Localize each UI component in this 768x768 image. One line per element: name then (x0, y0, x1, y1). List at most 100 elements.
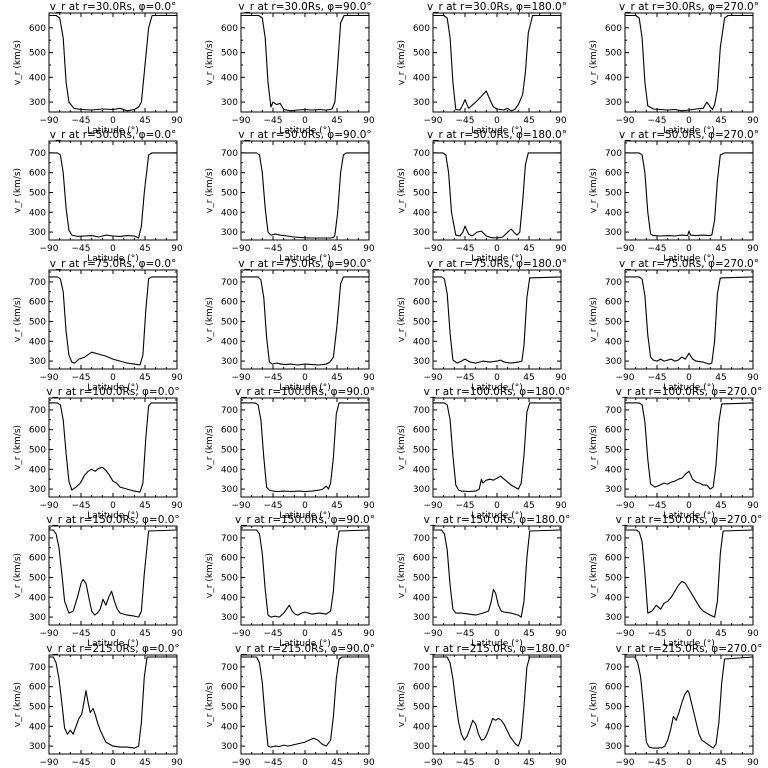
x-axis-label: Latitude (°) (471, 254, 522, 264)
x-tick-label: −90 (424, 758, 443, 768)
y-tick-label: 400 (29, 593, 46, 603)
y-tick-label: 500 (605, 188, 622, 198)
panel-title: v_r at r=30.0Rs, φ=0.0° (50, 1, 177, 13)
y-tick-label: 400 (413, 337, 430, 347)
x-tick-label: −45 (264, 244, 283, 254)
x-axis-label: Latitude (°) (279, 511, 330, 521)
series-line (241, 402, 369, 493)
x-tick-label: 45 (523, 629, 534, 639)
x-tick-label: 90 (747, 373, 759, 383)
x-tick-label: −90 (424, 629, 443, 639)
y-tick-label: 500 (605, 49, 622, 59)
y-tick-label: 300 (221, 613, 238, 623)
y-tick-label: 600 (29, 169, 46, 179)
series-line (433, 529, 562, 618)
panel-title: v_r at r=50.0Rs, φ=0.0° (50, 129, 177, 141)
y-tick-label: 600 (605, 298, 622, 308)
x-tick-label: 0 (302, 501, 308, 511)
x-tick-label: 0 (110, 244, 116, 254)
x-tick-label: 90 (171, 373, 183, 383)
x-tick-label: 90 (171, 501, 183, 511)
panel-title: v_r at r=150.0Rs, φ=90.0° (235, 514, 375, 526)
series-line (49, 529, 178, 618)
x-tick-label: −90 (424, 116, 443, 126)
series-line (49, 402, 177, 493)
x-tick-label: −45 (264, 501, 283, 511)
x-tick-label: 90 (171, 116, 183, 126)
x-tick-label: 0 (110, 758, 116, 768)
y-tick-label: 400 (221, 73, 238, 83)
y-tick-label: 500 (29, 188, 46, 198)
plot-frame (624, 525, 754, 626)
y-tick-label: 700 (221, 663, 238, 673)
y-tick-label: 600 (413, 554, 430, 564)
y-tick-label: 400 (221, 465, 238, 475)
x-tick-label: 45 (331, 373, 342, 383)
plot-frame (432, 525, 562, 626)
x-tick-label: −45 (264, 758, 283, 768)
y-tick-label: 300 (605, 98, 622, 108)
y-tick-label: 500 (413, 445, 430, 455)
x-tick-label: 0 (494, 373, 500, 383)
x-tick-label: 45 (139, 629, 150, 639)
x-tick-label: 90 (555, 501, 567, 511)
panel-title: v_r at r=215.0Rs, φ=90.0° (235, 643, 375, 655)
x-tick-label: 0 (494, 244, 500, 254)
chart-panel: v_r at r=150.0Rs, φ=0.0° −90 −45 0 45 90 300 40… (13, 514, 183, 649)
x-tick-label: 45 (331, 116, 342, 126)
panel-title: v_r at r=50.0Rs, φ=90.0° (238, 129, 371, 141)
y-tick-label: 500 (29, 573, 46, 583)
x-tick-label: −45 (264, 116, 283, 126)
y-axis-label: v_r (km/s) (589, 297, 599, 342)
y-tick-label: 500 (29, 445, 46, 455)
x-tick-label: 45 (715, 758, 726, 768)
y-axis-label: v_r (km/s) (397, 168, 407, 213)
x-tick-label: −45 (264, 629, 283, 639)
x-tick-label: 45 (523, 116, 534, 126)
chart-panel: v_r at r=215.0Rs, φ=270.0° −90 −45 0 45 90 300… (589, 643, 762, 768)
x-axis-label: Latitude (°) (663, 383, 714, 393)
panel-title: v_r at r=100.0Rs, φ=270.0° (616, 386, 763, 398)
series-line (625, 152, 753, 237)
x-tick-label: −90 (40, 758, 59, 768)
x-tick-label: −45 (648, 758, 667, 768)
y-tick-label: 500 (221, 445, 238, 455)
y-tick-label: 600 (605, 169, 622, 179)
x-tick-label: 90 (747, 116, 759, 126)
x-tick-label: −45 (648, 501, 667, 511)
x-tick-label: −45 (264, 373, 283, 383)
x-tick-label: 0 (302, 758, 308, 768)
y-tick-label: 500 (221, 702, 238, 712)
y-tick-label: 500 (221, 573, 238, 583)
y-tick-label: 700 (605, 278, 622, 288)
x-tick-label: 45 (523, 373, 534, 383)
x-tick-label: −45 (72, 373, 91, 383)
x-tick-label: −45 (72, 758, 91, 768)
x-tick-label: 0 (494, 758, 500, 768)
x-tick-label: 90 (555, 629, 567, 639)
series-line (49, 152, 177, 239)
x-tick-label: 45 (331, 244, 342, 254)
plot-frame (432, 654, 562, 755)
chart-panel: v_r at r=30.0Rs, φ=270.0° −90 −45 0 45 90 300 4… (589, 1, 759, 136)
x-tick-label: 0 (686, 501, 692, 511)
chart-panel: v_r at r=215.0Rs, φ=180.0° −90 −45 0 45 90 300… (397, 643, 570, 768)
chart-panel: v_r at r=215.0Rs, φ=90.0° −90 −45 0 45 90 300 4… (205, 643, 375, 768)
x-tick-label: 0 (494, 116, 500, 126)
x-axis-label: Latitude (°) (663, 639, 714, 649)
y-tick-label: 400 (221, 722, 238, 732)
y-tick-label: 500 (29, 317, 46, 327)
series-line (49, 656, 177, 749)
x-tick-label: 45 (715, 629, 726, 639)
chart-panel: v_r at r=75.0Rs, φ=180.0° −90 −45 0 45 90 300 4… (397, 258, 567, 393)
panel-title: v_r at r=30.0Rs, φ=90.0° (238, 1, 371, 13)
x-tick-label: 90 (363, 758, 375, 768)
y-tick-label: 500 (413, 49, 430, 59)
chart-panel: v_r at r=215.0Rs, φ=0.0° −90 −45 0 45 90 300 40… (13, 643, 183, 768)
y-tick-label: 300 (221, 357, 238, 367)
panel-title: v_r at r=100.0Rs, φ=180.0° (424, 386, 571, 398)
y-axis-label: v_r (km/s) (13, 297, 23, 342)
x-axis-label: Latitude (°) (471, 639, 522, 649)
series-line (241, 656, 369, 748)
